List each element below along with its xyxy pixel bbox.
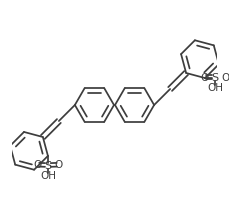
- Text: OH: OH: [207, 83, 223, 93]
- Text: O: O: [33, 160, 41, 169]
- Text: O: O: [200, 73, 208, 83]
- Text: S: S: [211, 73, 218, 83]
- Text: OH: OH: [40, 171, 56, 181]
- Text: O: O: [55, 160, 63, 169]
- Text: O: O: [221, 73, 229, 83]
- Text: S: S: [44, 161, 52, 171]
